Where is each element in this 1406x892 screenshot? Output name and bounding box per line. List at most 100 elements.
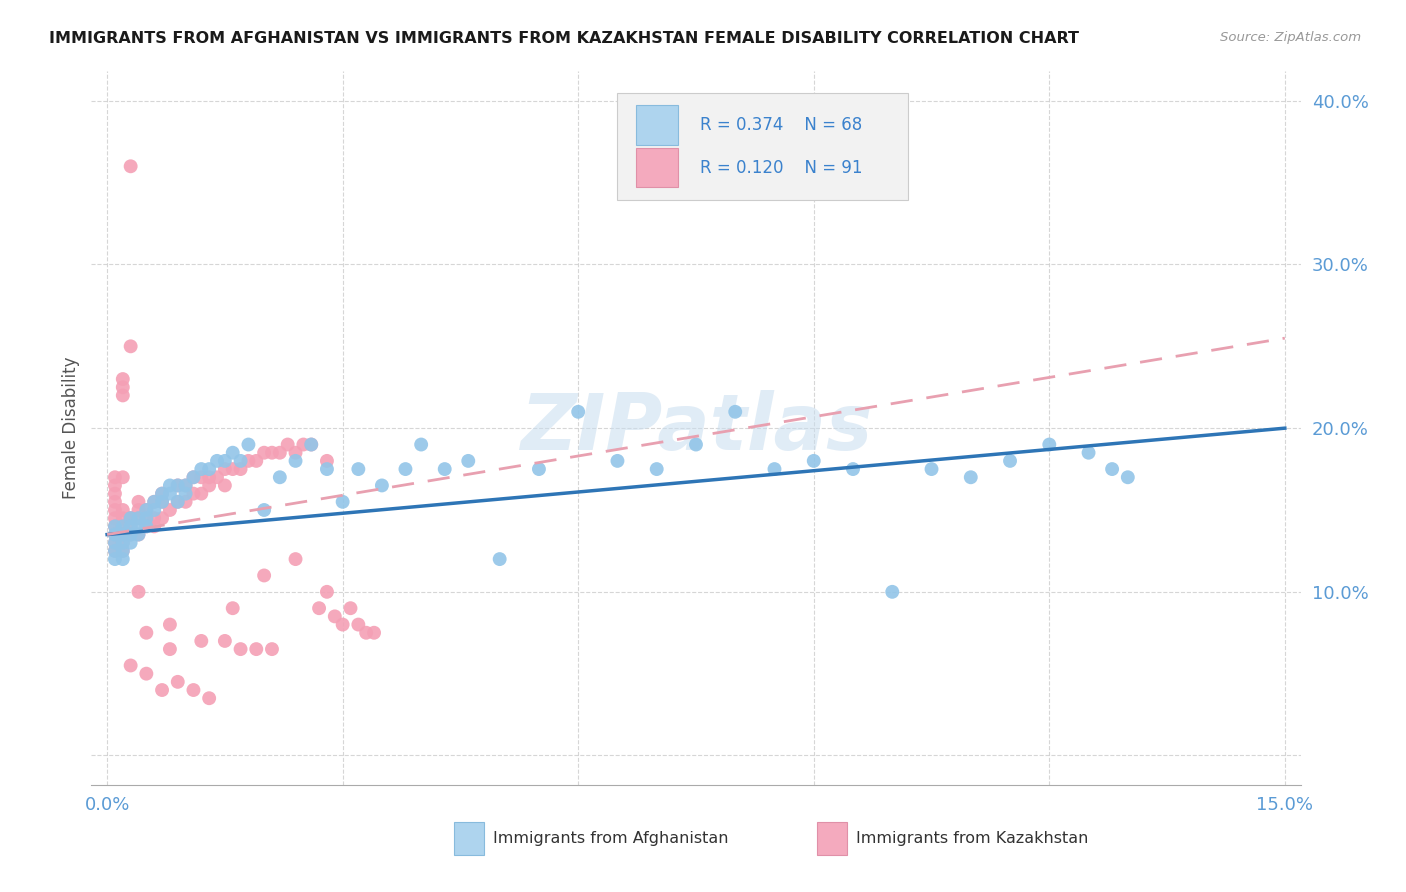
Point (143, 511, 166, 525)
Point (128, 511, 150, 525)
Point (143, 519, 166, 533)
Text: Immigrants from Kazakhstan: Immigrants from Kazakhstan (856, 831, 1088, 846)
Point (260, 446, 283, 460)
Point (229, 454, 252, 468)
Point (222, 446, 245, 460)
Point (128, 495, 150, 509)
Point (104, 503, 127, 517)
Point (104, 519, 127, 533)
FancyBboxPatch shape (636, 148, 678, 187)
Point (190, 462, 212, 476)
Point (332, 617, 354, 632)
Point (1116, 470, 1139, 484)
Point (135, 511, 157, 525)
Point (803, 454, 825, 468)
Point (135, 519, 157, 533)
Text: R = 0.120    N = 91: R = 0.120 N = 91 (700, 159, 862, 177)
Point (166, 478, 188, 492)
FancyBboxPatch shape (817, 822, 846, 855)
Point (316, 584, 339, 599)
Point (457, 454, 479, 468)
Point (371, 478, 394, 492)
Point (128, 527, 150, 541)
Point (104, 519, 127, 533)
Point (214, 454, 236, 468)
Point (174, 478, 197, 492)
Point (214, 634, 236, 648)
Point (245, 642, 267, 657)
Point (174, 495, 197, 509)
Point (308, 601, 330, 615)
Point (222, 601, 245, 615)
Point (159, 642, 181, 657)
Point (111, 535, 134, 549)
Point (198, 691, 221, 706)
Text: ZIPatlas: ZIPatlas (520, 390, 872, 467)
Point (323, 609, 346, 624)
Point (150, 495, 173, 509)
Point (363, 625, 385, 640)
Point (143, 503, 166, 517)
Point (166, 495, 188, 509)
Point (763, 462, 786, 476)
Point (269, 446, 291, 460)
Point (253, 503, 276, 517)
Point (253, 568, 276, 582)
Point (104, 527, 127, 541)
Point (120, 519, 142, 533)
Point (120, 535, 142, 549)
Point (166, 495, 188, 509)
Point (111, 511, 134, 525)
Point (299, 437, 322, 451)
Text: Source: ZipAtlas.com: Source: ZipAtlas.com (1220, 31, 1361, 45)
Point (183, 683, 205, 698)
Point (347, 462, 370, 476)
Y-axis label: Female Disability: Female Disability (62, 357, 80, 500)
Point (120, 527, 142, 541)
Point (104, 486, 127, 500)
Point (128, 519, 150, 533)
Point (143, 495, 166, 509)
Point (1101, 462, 1123, 476)
Point (354, 625, 377, 640)
Point (111, 388, 134, 402)
Point (111, 544, 134, 558)
Point (214, 462, 236, 476)
Point (135, 625, 157, 640)
Point (111, 535, 134, 549)
Point (292, 437, 315, 451)
Point (120, 658, 142, 673)
Point (135, 503, 157, 517)
Point (198, 462, 221, 476)
Point (150, 495, 173, 509)
Point (159, 478, 181, 492)
Point (174, 486, 197, 500)
Point (183, 470, 205, 484)
Point (159, 617, 181, 632)
Point (120, 527, 142, 541)
Point (882, 584, 904, 599)
Point (159, 503, 181, 517)
Point (135, 666, 157, 681)
Point (190, 470, 212, 484)
Point (245, 454, 267, 468)
Point (111, 527, 134, 541)
Point (104, 478, 127, 492)
Point (111, 380, 134, 394)
Point (253, 446, 276, 460)
Point (190, 634, 212, 648)
Point (104, 470, 127, 484)
Point (111, 519, 134, 533)
Point (120, 339, 142, 353)
Point (229, 642, 252, 657)
Point (128, 527, 150, 541)
Point (104, 552, 127, 566)
Point (222, 462, 245, 476)
Point (128, 584, 150, 599)
Point (120, 511, 142, 525)
Point (143, 495, 166, 509)
FancyBboxPatch shape (636, 105, 678, 145)
Point (104, 535, 127, 549)
Point (433, 462, 456, 476)
Point (1077, 446, 1099, 460)
